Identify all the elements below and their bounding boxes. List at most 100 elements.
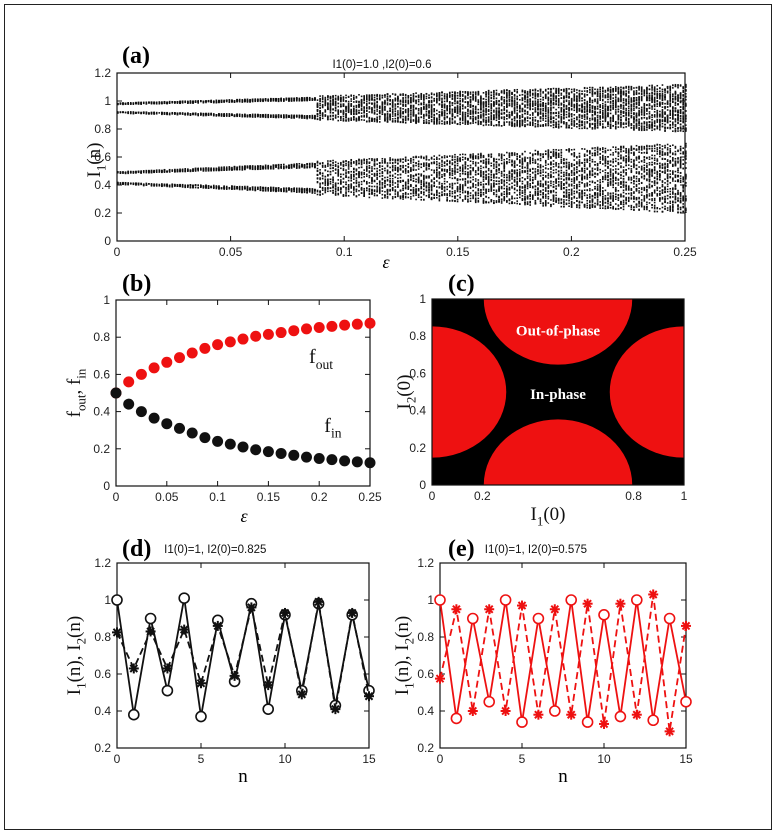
data-point — [319, 104, 321, 107]
data-point — [607, 125, 609, 127]
data-point — [467, 105, 469, 108]
data-point — [503, 109, 506, 111]
data-point — [350, 105, 353, 107]
data-point — [423, 103, 425, 106]
data-point — [311, 98, 314, 101]
data-point — [329, 101, 332, 103]
data-point — [656, 126, 659, 128]
data-point — [244, 100, 246, 103]
data-point — [482, 118, 485, 120]
data-point — [490, 105, 493, 108]
data-point — [482, 124, 485, 127]
data-point — [508, 102, 511, 105]
data-point — [583, 110, 586, 113]
data-point — [376, 108, 378, 111]
data-point — [376, 116, 378, 119]
data-point — [428, 122, 430, 125]
data-point — [467, 121, 469, 124]
data-point — [578, 104, 581, 107]
data-point — [511, 113, 513, 116]
data-point — [171, 112, 174, 115]
data-point — [493, 111, 495, 113]
data-point — [490, 106, 493, 109]
data-point — [272, 116, 275, 118]
data-point — [526, 99, 529, 102]
data-point — [482, 105, 485, 108]
data-point — [594, 91, 596, 94]
data-point — [423, 114, 425, 117]
data-point — [425, 108, 428, 111]
data-point — [251, 114, 254, 117]
data-point — [570, 120, 573, 123]
data-point — [420, 113, 423, 115]
data-point — [635, 114, 638, 117]
data-point — [285, 114, 288, 116]
data-point — [275, 99, 277, 102]
data-point — [446, 100, 448, 103]
data-point — [277, 114, 280, 116]
data-point — [389, 110, 391, 112]
data-point — [516, 125, 519, 127]
data-point — [511, 110, 513, 113]
data-point — [531, 101, 534, 103]
data-point — [236, 113, 238, 116]
data-point — [480, 108, 482, 111]
data-point — [365, 109, 368, 112]
data-point — [399, 93, 402, 96]
data-point — [570, 105, 573, 108]
data-point — [117, 111, 119, 114]
data-point — [498, 107, 500, 109]
data-point — [594, 126, 596, 128]
data-point — [438, 114, 441, 117]
data-point — [666, 85, 669, 88]
data-point — [327, 115, 329, 118]
data-point — [347, 95, 350, 98]
data-point — [531, 104, 534, 106]
data-point — [459, 121, 461, 124]
data-point — [282, 98, 285, 100]
data-point — [197, 114, 200, 117]
data-point — [506, 89, 508, 91]
data-point — [425, 103, 428, 106]
data-point — [630, 104, 633, 107]
data-point — [555, 112, 557, 115]
data-point — [643, 122, 646, 125]
data-point — [119, 102, 122, 105]
data-point — [430, 111, 433, 113]
data-point — [228, 114, 231, 116]
data-point — [506, 95, 508, 98]
data-point — [391, 108, 394, 111]
data-point — [314, 98, 316, 100]
data-point — [651, 86, 653, 88]
data-point — [402, 121, 404, 124]
data-point — [599, 118, 602, 120]
data-point — [350, 118, 353, 121]
data-point — [498, 111, 500, 113]
data-point — [677, 110, 679, 113]
data-point — [653, 120, 656, 122]
data-point — [547, 107, 550, 109]
data-point — [547, 88, 550, 90]
data-point — [586, 122, 589, 124]
data-point — [451, 102, 454, 104]
data-point — [148, 112, 150, 114]
data-point — [472, 98, 474, 101]
data-point — [384, 105, 386, 108]
data-point — [404, 100, 407, 102]
data-point — [651, 118, 653, 121]
data-point — [635, 92, 638, 95]
data-point — [565, 89, 568, 91]
data-point — [464, 95, 467, 98]
data-point — [472, 93, 474, 96]
data-point — [617, 118, 620, 121]
data-point — [594, 111, 596, 114]
data-point — [236, 100, 238, 103]
data-point — [526, 95, 529, 98]
data-point — [327, 118, 329, 121]
data-point — [612, 93, 614, 96]
data-point — [433, 108, 436, 110]
data-point — [212, 100, 215, 103]
data-point — [591, 111, 594, 113]
data-point — [262, 98, 264, 100]
data-point — [337, 96, 340, 99]
